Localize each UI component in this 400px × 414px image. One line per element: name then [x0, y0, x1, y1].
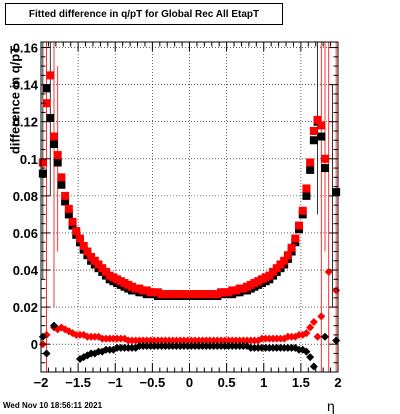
data-point-diamond-3 [306, 353, 315, 362]
data-point-diamond-2 [313, 332, 322, 341]
data-point-square-0 [61, 197, 70, 206]
data-point-square-1 [287, 243, 296, 252]
x-tick-label: 1.5 [292, 375, 310, 390]
data-point-square-1 [321, 154, 330, 163]
x-tick-label: 0.5 [218, 375, 236, 390]
data-point-square-1 [46, 71, 55, 80]
grid [40, 42, 339, 372]
data-point-square-1 [79, 241, 88, 250]
y-tick-label: 0.1 [20, 152, 38, 167]
y-tick-label: 0.14 [13, 78, 39, 93]
data-point-square-1 [38, 158, 47, 167]
data-point-square-1 [291, 234, 300, 243]
x-tick-label: 0 [186, 375, 193, 390]
x-tick-label: 1 [260, 375, 267, 390]
data-point-diamond-3 [42, 349, 51, 358]
y-tick-label: 0.12 [13, 115, 38, 130]
y-tick-label: 0.02 [13, 300, 38, 315]
x-tick-label: −2 [34, 375, 49, 390]
data-point-square-1 [57, 173, 66, 182]
data-point-square-0 [321, 164, 330, 173]
y-tick-label: 0 [31, 337, 38, 352]
data-point-square-0 [306, 165, 315, 174]
x-tick-label: −1 [108, 375, 123, 390]
x-tick-label: 2 [334, 375, 341, 390]
x-axis-label: η [327, 398, 335, 414]
data-point-square-1 [42, 99, 51, 108]
data-point-square-0 [46, 114, 55, 123]
y-tick-label: 0.08 [13, 189, 38, 204]
chart-title: Fitted difference in q/pT for Global Rec… [5, 3, 283, 25]
data-point-square-1 [295, 221, 304, 230]
data-point-diamond-2 [309, 317, 318, 326]
data-point-square-1 [298, 206, 307, 215]
data-point-square-0 [38, 169, 47, 178]
data-point-square-1 [53, 151, 62, 160]
data-point-square-1 [49, 132, 58, 141]
data-point-diamond-2 [306, 323, 315, 332]
data-point-square-1 [280, 256, 289, 265]
y-tick-label: 0.16 [13, 41, 38, 56]
data-point-square-1 [283, 251, 292, 260]
data-point-diamond-3 [49, 321, 58, 330]
chart-title-text: Fitted difference in q/pT for Global Rec… [28, 8, 260, 20]
data-point-square-0 [42, 84, 51, 93]
data-point-diamond-2 [302, 329, 311, 338]
data-point-square-1 [313, 115, 322, 124]
data-point-square-1 [75, 234, 84, 243]
y-axis-label: difference in q/pT [7, 42, 23, 158]
y-axis-label-text: difference in q/pT [7, 45, 23, 155]
data-point-square-0 [332, 188, 341, 197]
x-tick-label: −1.5 [65, 375, 91, 390]
data-point-square-1 [61, 191, 70, 200]
tick-labels: −2 −1.5 −1 −0.5 0 0.5 1 1.5 2 0 0.02 0.04 0.06 0.08 0.… [13, 41, 342, 390]
data-point-square-0 [317, 132, 326, 141]
y-tick-label: 0.06 [13, 226, 38, 241]
data-point-diamond-2 [332, 286, 341, 295]
data-point-square-1 [68, 217, 77, 226]
data-point-square-0 [57, 180, 66, 189]
data-point-square-1 [64, 204, 73, 213]
data-point-square-0 [64, 210, 73, 219]
y-tick-label: 0.04 [13, 263, 39, 278]
data-point-diamond-2 [324, 267, 333, 276]
data-point-square-0 [302, 191, 311, 200]
data-point-square-1 [72, 227, 81, 236]
data-point-square-1 [309, 126, 318, 135]
data-point-diamond-3 [321, 332, 330, 341]
data-point-square-1 [302, 184, 311, 193]
data-point-square-0 [53, 158, 62, 167]
data-point-diamond-2 [317, 312, 326, 321]
data-point-square-0 [309, 136, 318, 145]
data-point-square-1 [306, 158, 315, 167]
data-point-diamond-3 [309, 362, 318, 371]
data-point-square-1 [83, 247, 92, 256]
data-markers [38, 42, 341, 372]
timestamp-footer: Wed Nov 10 18:56:11 2021 [3, 401, 103, 410]
data-point-square-1 [317, 121, 326, 130]
data-point-diamond-3 [302, 347, 311, 356]
axis-ticks [40, 42, 339, 373]
x-tick-label: −0.5 [140, 375, 166, 390]
data-point-square-0 [49, 139, 58, 148]
data-point-diamond-3 [332, 336, 341, 345]
